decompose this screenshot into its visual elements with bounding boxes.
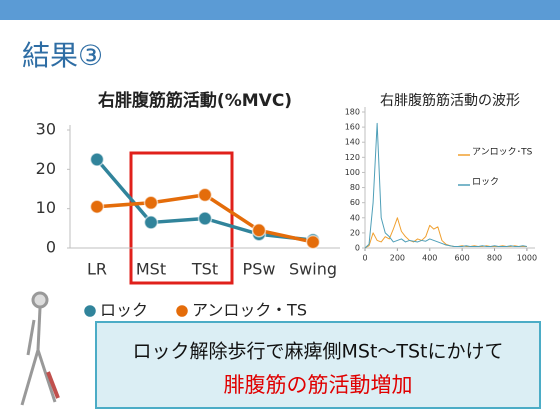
series-line [364, 122, 527, 249]
legend-marker [174, 303, 190, 319]
x-tick-label: LR [87, 260, 107, 279]
marker [305, 234, 321, 250]
legend-marker [82, 303, 98, 319]
marker [89, 152, 105, 167]
series-line [364, 217, 527, 249]
x-tick-label: PSw [243, 260, 276, 279]
y-tick-label: 20 [350, 228, 360, 237]
x-tick-label: 400 [422, 254, 437, 263]
callout-text: 腓腹筋の筋活動増加 [224, 373, 413, 397]
slide-title: 結果③ [22, 39, 103, 72]
y-tick-label: 80 [350, 183, 360, 192]
y-tick-label: 120 [345, 153, 360, 162]
x-tick-label: TSt [191, 260, 218, 279]
y-tick-label: 0 [46, 238, 56, 257]
x-tick-label: 1000 [517, 254, 537, 263]
y-tick-label: 160 [345, 123, 360, 132]
y-tick-label: 30 [36, 120, 56, 139]
x-tick-label: MSt [136, 260, 166, 279]
walker-figure [20, 291, 60, 406]
x-tick-label: 0 [362, 254, 367, 263]
x-tick-label: 600 [455, 254, 470, 263]
y-tick-label: 20 [36, 159, 56, 178]
highlight-box [129, 151, 234, 285]
legend-label: アンロック・TS [192, 301, 307, 320]
x-tick-label: 800 [487, 254, 502, 263]
marker [143, 195, 159, 211]
legend-label: アンロック･TS [472, 147, 533, 158]
chart-title: 右腓腹筋筋活動(%MVC) [98, 90, 292, 111]
chart-title: 右腓腹筋筋活動の波形 [380, 92, 520, 109]
y-tick-label: 180 [345, 108, 360, 117]
callout-box [95, 321, 541, 409]
x-tick-label: Swing [289, 260, 337, 279]
y-tick-label: 10 [36, 198, 56, 217]
x-tick-label: 200 [390, 254, 405, 263]
y-tick-label: 0 [355, 244, 360, 253]
marker [251, 223, 267, 238]
legend-label: ロック [472, 177, 499, 188]
y-tick-label: 40 [350, 213, 360, 222]
marker [143, 215, 159, 230]
y-tick-label: 100 [345, 168, 360, 177]
y-tick-label: 140 [345, 138, 360, 147]
marker [89, 199, 105, 214]
header-bar [0, 0, 560, 20]
y-tick-label: 60 [350, 198, 360, 207]
callout-text: ロック解除歩行で麻痺側MSt～TStにかけて [132, 341, 503, 363]
marker [197, 187, 213, 203]
legend-label: ロック [100, 301, 148, 320]
marker [197, 211, 213, 226]
